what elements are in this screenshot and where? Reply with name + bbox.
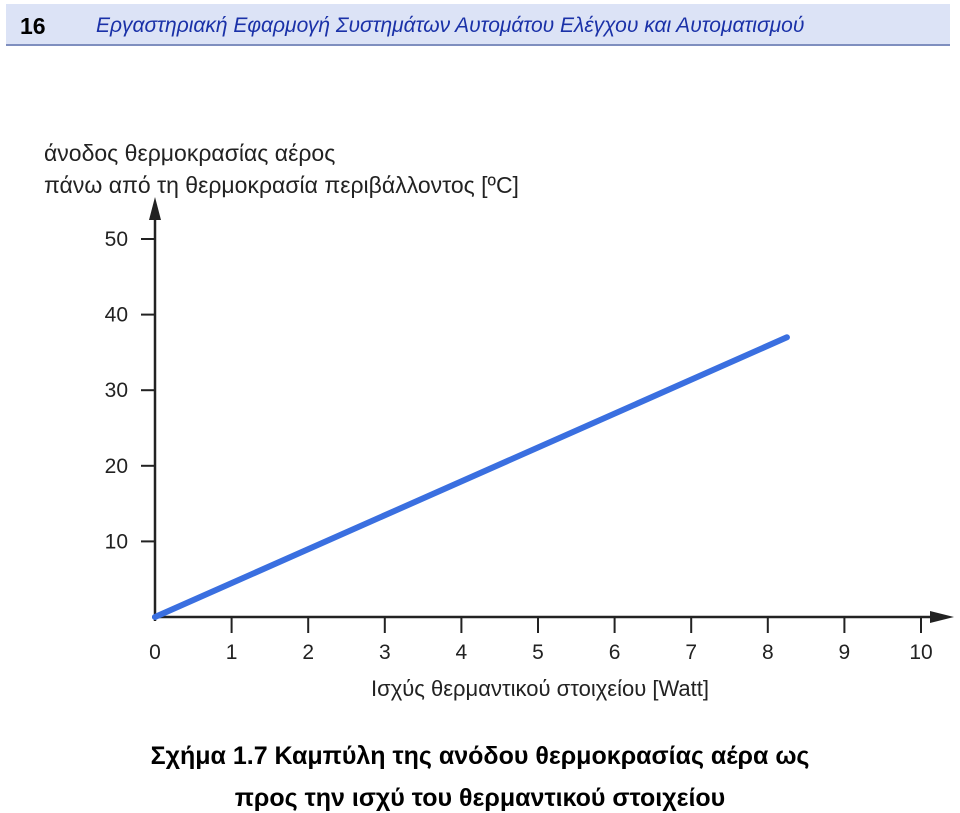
y-tick-label: 50 (105, 228, 128, 251)
x-tick-label: 4 (456, 641, 468, 664)
y-tick-label: 40 (105, 304, 128, 327)
x-tick-label: 3 (379, 641, 391, 664)
x-tick-label: 8 (762, 641, 774, 664)
x-tick-label: 10 (909, 641, 932, 664)
y-tick-label: 30 (105, 379, 128, 402)
x-tick-label: 1 (226, 641, 238, 664)
figure-caption-line-1: Σχήμα 1.7 Καμπύλη της ανόδου θερμοκρασία… (0, 742, 960, 771)
x-tick-label: 2 (302, 641, 314, 664)
y-axis-arrow (149, 197, 161, 220)
y-tick-label: 10 (105, 530, 128, 553)
x-tick-label: 5 (532, 641, 544, 664)
x-tick-label: 7 (685, 641, 697, 664)
x-tick-label: 9 (839, 641, 851, 664)
x-axis-label: Ισχύς θερμαντικού στοιχείου [Watt] (0, 676, 960, 702)
x-axis-arrow (930, 611, 954, 623)
figure-caption-line-2: προς την ισχύ του θερμαντικού στοιχείου (0, 784, 960, 813)
y-tick-label: 20 (105, 455, 128, 478)
x-tick-label: 6 (609, 641, 621, 664)
series-line (155, 337, 787, 617)
x-tick-label: 0 (149, 641, 161, 664)
